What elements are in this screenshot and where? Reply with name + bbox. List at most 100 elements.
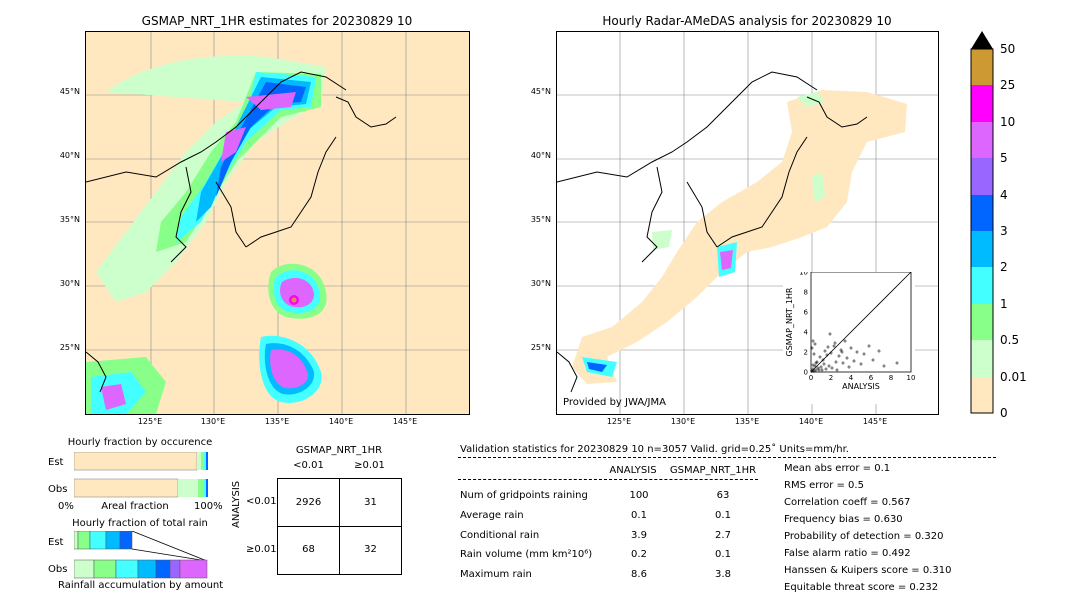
occurrence-bars — [74, 452, 208, 498]
scatter-point — [843, 339, 847, 343]
scatter-ytick: 10 — [799, 272, 808, 277]
cb-label-10: 10 — [1000, 115, 1016, 129]
rain-cluster-southwest — [86, 357, 166, 414]
validation-row-analysis: 0.2 — [631, 549, 647, 560]
left-lat-35: 35°N — [59, 215, 80, 224]
occurrence-est-moderate — [201, 452, 204, 470]
cb-label-50: 50 — [1000, 42, 1016, 56]
validation-row-gsmap: 3.8 — [715, 569, 731, 580]
rain-band-north — [96, 55, 326, 302]
scatter-point — [825, 353, 829, 357]
occurrence-obs-moderate — [198, 479, 204, 497]
contingency-row1: <0.01 — [246, 496, 277, 507]
scatter-point — [847, 365, 851, 369]
scatter-point — [824, 367, 828, 371]
right-lat-40: 40°N — [530, 151, 551, 160]
contingency-grid: 2926 31 68 32 — [277, 478, 402, 575]
scatter-point — [810, 346, 814, 350]
scatter-point — [852, 359, 856, 363]
validation-row-gsmap: 0.1 — [715, 549, 731, 560]
scatter-point — [845, 356, 849, 360]
scatter-point — [871, 358, 875, 362]
scatter-point — [882, 364, 886, 368]
occurrence-axis-left: 0% — [58, 501, 74, 512]
colorbar-band-10-25 — [971, 85, 993, 122]
cb-label-0: 0 — [1000, 406, 1008, 420]
scatter-ytick: 4 — [804, 329, 809, 337]
cb-label-5: 5 — [1000, 151, 1008, 165]
right-lon-135: 135°E — [734, 417, 760, 426]
validation-row-analysis: 100 — [629, 490, 649, 501]
score-hk: Hanssen & Kuipers score = 0.310 — [784, 565, 952, 576]
left-lat-40: 40°N — [59, 151, 80, 160]
scatter-point — [849, 346, 853, 350]
right-lon-140: 140°E — [798, 417, 824, 426]
left-lon-140: 140°E — [328, 417, 354, 426]
scatter-ytick: 2 — [804, 349, 808, 357]
left-lon-135: 135°E — [264, 417, 290, 426]
right-map-title: Hourly Radar-AMeDAS analysis for 2023082… — [602, 14, 892, 28]
cb-label-2: 2 — [1000, 260, 1008, 274]
contingency-col1: <0.01 — [293, 460, 324, 471]
scatter-point — [834, 360, 838, 364]
left-map-title: GSMAP_NRT_1HR estimates for 20230829 10 — [141, 14, 413, 28]
scatter-point — [821, 358, 825, 362]
scatter-point — [816, 366, 820, 370]
colorbar-band-1-2 — [971, 267, 993, 304]
occurrence-obs-heavy — [204, 479, 206, 497]
scatter-xtick: 2 — [829, 374, 833, 382]
colorbar-extend-arrow — [971, 31, 993, 49]
right-map: 0 0 2 2 4 4 6 6 8 8 10 10 ANALYSIS GSMAP_NRT_1HR Prov… — [556, 31, 939, 415]
score-mean-abs-error: Mean abs error = 0.1 — [784, 463, 891, 474]
validation-col-analysis: ANALYSIS — [609, 465, 657, 476]
total-rain-footer: Rainfall accumulation by amount — [58, 580, 224, 591]
occurrence-obs-label: Obs — [48, 484, 68, 495]
scatter-xtick: 10 — [907, 374, 915, 382]
scatter-point — [827, 364, 831, 368]
colorbar-band-2-3 — [971, 231, 993, 267]
validation-row-label: Rain volume (mm km²10⁶) — [460, 549, 593, 560]
cb-label-0.01: 0.01 — [1000, 370, 1027, 384]
right-lat-30: 30°N — [530, 279, 551, 288]
scatter-point — [811, 367, 815, 371]
validation-rule — [458, 457, 996, 458]
scatter-point — [826, 345, 830, 349]
scatter-point — [833, 341, 837, 345]
scatter-ytick: 8 — [804, 289, 808, 297]
cb-label-1: 1 — [1000, 297, 1008, 311]
left-lat-25: 25°N — [59, 343, 80, 352]
total-rain-title: Hourly fraction of total rain — [72, 518, 208, 529]
contingency-row-axis: ANALYSIS — [231, 480, 242, 528]
left-map-canvas — [86, 32, 469, 414]
colorbar-band-5-10 — [971, 122, 993, 158]
occurrence-est-none — [74, 452, 198, 471]
radar-coverage — [572, 90, 907, 384]
scatter-point — [837, 354, 841, 358]
occurrence-est-label: Est — [48, 457, 64, 468]
validation-header: Validation statistics for 20230829 10 n=… — [460, 444, 849, 455]
scatter-point — [867, 344, 871, 348]
right-lat-25: 25°N — [530, 343, 551, 352]
score-frequency-bias: Frequency bias = 0.630 — [784, 514, 903, 525]
scatter-point — [813, 342, 817, 346]
colorbar-band-0.01-0.5 — [971, 340, 993, 377]
colorbar-band-0.5-1 — [971, 304, 993, 340]
contingency-row2: ≥0.01 — [246, 544, 277, 555]
scatter-point — [877, 349, 881, 353]
colorbar-band-4-5 — [971, 158, 993, 195]
scatter-point — [819, 365, 823, 369]
total-rain-bars — [74, 531, 208, 579]
occurrence-est-heavy — [204, 452, 206, 470]
scatter-point — [841, 361, 845, 365]
validation-row-label: Average rain — [460, 510, 524, 521]
scatter-point — [855, 350, 859, 354]
validation-row-gsmap: 2.7 — [715, 530, 731, 541]
scatter-point — [812, 352, 816, 356]
scatter-xlabel: ANALYSIS — [842, 382, 880, 391]
occurrence-est-light — [197, 452, 201, 470]
left-lon-145: 145°E — [392, 417, 418, 426]
scatter-point — [813, 364, 817, 368]
right-lon-130: 130°E — [670, 417, 696, 426]
occurrence-axis-mid: Areal fraction — [101, 501, 169, 512]
scatter-ylabel: GSMAP_NRT_1HR — [785, 287, 794, 356]
